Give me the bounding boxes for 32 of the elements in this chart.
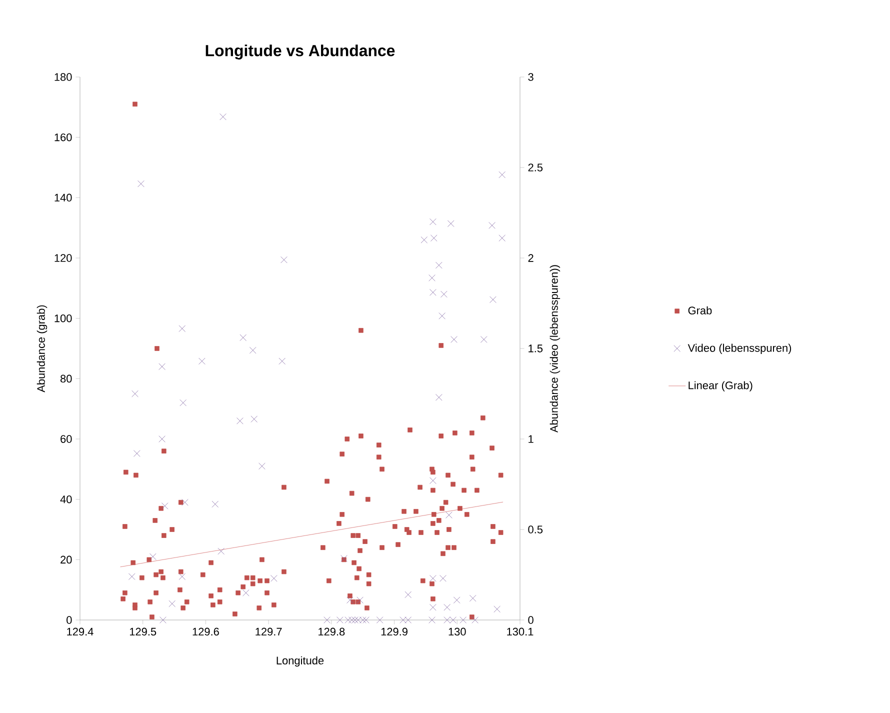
y2-tick-label: 1.5	[528, 344, 543, 352]
y-tick-label: 80	[60, 374, 72, 383]
legend-label: Grab	[688, 306, 712, 314]
y2-tick-label: 2	[528, 254, 534, 262]
x-tick-label: 129.5	[130, 628, 156, 636]
legend-label: Linear (Grab)	[688, 381, 752, 392]
y-tick-label: 120	[54, 254, 72, 262]
y-tick-label: 60	[60, 435, 72, 443]
x-axis-title: Longitude	[276, 656, 324, 667]
y2-axis-title: Abundance (video (lebensspuren))	[550, 265, 560, 433]
y2-tick-label: 0.5	[528, 526, 543, 534]
legend-label: Video (lebensspuren)	[688, 344, 792, 354]
y-tick-label: 40	[60, 495, 72, 504]
y2-tick-label: 3	[528, 73, 534, 81]
x-tick-label: 129.6	[192, 628, 219, 636]
x-tick-label: 129.7	[256, 628, 282, 636]
y-tick-label: 160	[54, 133, 72, 142]
x-tick-label: 130.1	[507, 628, 534, 636]
y-tick-label: 20	[60, 556, 72, 564]
y2-tick-label: 1	[528, 435, 534, 443]
y-tick-label: 0	[66, 616, 72, 624]
y-axis-title: Abundance (grab)	[36, 305, 48, 392]
y-tick-label: 100	[54, 314, 72, 322]
y2-tick-label: 2.5	[528, 164, 543, 172]
x-tick-label: 129.9	[381, 628, 408, 636]
y-tick-label: 140	[54, 194, 72, 202]
y-tick-label: 180	[54, 73, 72, 81]
x-tick-label: 130	[448, 628, 466, 636]
x-tick-label: 129.4	[67, 628, 94, 636]
chart-title: Longitude vs Abundance	[206, 44, 395, 60]
y2-tick-label: 0	[528, 616, 534, 624]
x-tick-label: 129.8	[318, 628, 345, 636]
